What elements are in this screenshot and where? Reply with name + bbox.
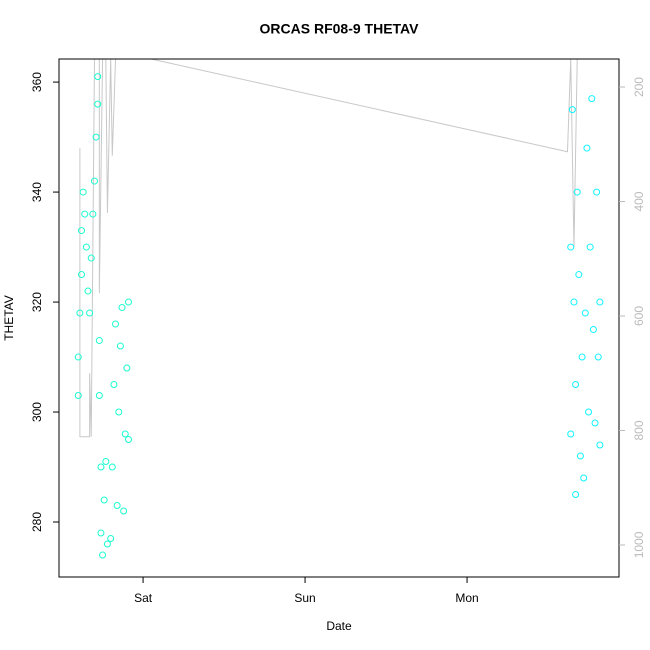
point	[118, 304, 126, 312]
x-tick-label: Sun	[294, 591, 315, 605]
point	[86, 309, 94, 317]
point	[589, 326, 597, 334]
point	[586, 243, 594, 251]
point	[570, 298, 578, 306]
point	[567, 243, 575, 251]
point	[567, 430, 575, 438]
y2-tick-label: 600	[632, 306, 646, 326]
point	[108, 463, 116, 471]
y2-tick-label: 200	[632, 77, 646, 97]
point	[124, 436, 132, 444]
point	[107, 535, 115, 543]
point	[581, 309, 589, 317]
point	[97, 529, 105, 537]
point	[578, 353, 586, 361]
y-axis-label: THETAV	[2, 295, 16, 341]
point	[95, 337, 103, 345]
point	[123, 364, 131, 372]
y-tick-label: 300	[30, 402, 44, 422]
pressure-line	[79, 59, 597, 438]
point	[100, 496, 108, 504]
point	[585, 408, 593, 416]
point	[568, 106, 576, 114]
chart-title: ORCAS RF08-9 THETAV	[260, 21, 420, 37]
point	[84, 287, 92, 295]
point	[591, 419, 599, 427]
y-tick-label: 280	[30, 512, 44, 532]
point	[103, 540, 111, 548]
point	[89, 210, 97, 218]
x-tick-label: Mon	[455, 591, 478, 605]
point	[124, 298, 132, 306]
point	[102, 458, 110, 466]
point	[90, 177, 98, 185]
point	[120, 507, 128, 515]
point	[112, 320, 120, 328]
point	[116, 342, 124, 350]
point	[95, 392, 103, 400]
point	[74, 392, 82, 400]
y2-tick-label: 800	[632, 420, 646, 440]
y2-tick-label: 1000	[632, 531, 646, 558]
point	[94, 100, 102, 108]
point	[115, 408, 123, 416]
point	[594, 353, 602, 361]
y-tick-label: 320	[30, 292, 44, 312]
point	[78, 227, 86, 235]
point	[596, 441, 604, 449]
point	[596, 298, 604, 306]
point	[81, 210, 89, 218]
point	[92, 133, 100, 141]
point	[593, 188, 601, 196]
plot-area	[74, 59, 604, 559]
point	[575, 271, 583, 279]
point	[76, 309, 84, 317]
point	[113, 502, 121, 510]
point	[99, 551, 107, 559]
point	[588, 95, 596, 103]
point	[572, 491, 580, 499]
x-tick-label: Sat	[134, 591, 153, 605]
point	[580, 474, 588, 482]
point	[87, 254, 95, 262]
y-tick-label: 340	[30, 182, 44, 202]
y2-tick-label: 400	[632, 191, 646, 211]
point	[79, 188, 87, 196]
point	[82, 243, 90, 251]
point	[78, 271, 86, 279]
point	[572, 381, 580, 389]
point	[573, 188, 581, 196]
y-tick-label: 360	[30, 72, 44, 92]
x-axis-label: Date	[326, 619, 352, 633]
point	[583, 144, 591, 152]
point	[94, 73, 102, 81]
point	[97, 463, 105, 471]
point	[576, 452, 584, 460]
plot-frame	[58, 58, 620, 578]
point	[74, 353, 82, 361]
point	[110, 381, 118, 389]
point	[121, 430, 129, 438]
